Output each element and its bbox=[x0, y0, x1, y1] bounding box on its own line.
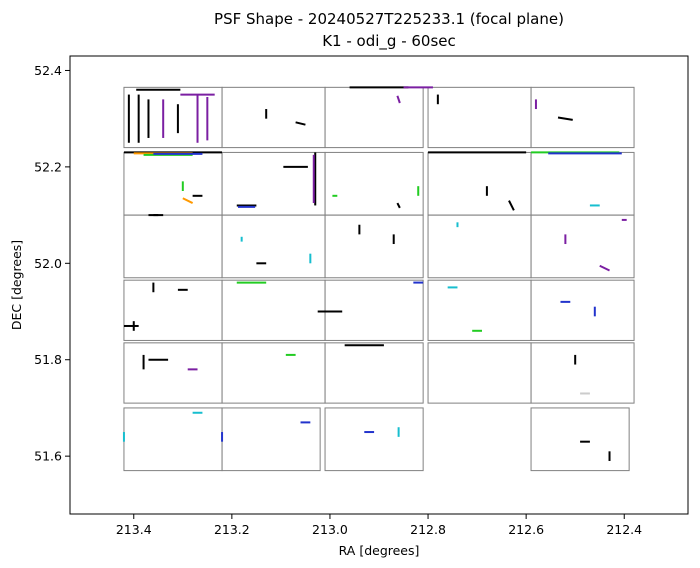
plot-frame bbox=[69, 55, 689, 515]
ccd-chip-13 bbox=[427, 214, 532, 279]
ccd-chip-7 bbox=[324, 151, 424, 216]
x-axis-ticks: 213.4 213.2 213.0 212.8 212.6 212.4 bbox=[116, 514, 642, 537]
psf-segment-32 bbox=[396, 202, 401, 209]
ccd-chip-17 bbox=[324, 279, 424, 341]
ccd-chip-12 bbox=[324, 214, 424, 279]
psf-segment-9 bbox=[295, 121, 306, 126]
y-tick-label: 51.6 bbox=[34, 449, 62, 464]
y-tick-label: 52.0 bbox=[34, 256, 62, 271]
y-tick-label: 52.4 bbox=[34, 63, 62, 78]
y-tick-label: 51.8 bbox=[34, 352, 62, 367]
ccd-chip-26 bbox=[221, 407, 321, 472]
chart-title-line1: PSF Shape - 20240527T225233.1 (focal pla… bbox=[214, 10, 564, 28]
ccd-chip-28 bbox=[530, 407, 630, 472]
ccd-chip-21 bbox=[221, 342, 326, 404]
ccd-chip-27 bbox=[324, 407, 424, 472]
psf-segment-35 bbox=[508, 200, 515, 211]
ccd-chip-20 bbox=[123, 342, 223, 404]
y-tick-label: 52.2 bbox=[34, 159, 62, 174]
ccd-chip-5 bbox=[123, 151, 223, 216]
chart-title-line2: K1 - odi_g - 60sec bbox=[322, 32, 456, 51]
ccd-chip-4 bbox=[530, 86, 635, 149]
y-axis-label: DEC [degrees] bbox=[9, 240, 24, 330]
x-tick-label: 212.8 bbox=[410, 522, 446, 537]
ccd-chip-14 bbox=[530, 214, 635, 279]
ccd-chip-15 bbox=[123, 279, 223, 341]
psf-segment-16 bbox=[557, 116, 573, 121]
x-tick-label: 213.0 bbox=[312, 522, 348, 537]
ccd-chip-23 bbox=[427, 342, 532, 404]
ccd-chip-3 bbox=[427, 86, 532, 149]
ccd-chip-1 bbox=[221, 86, 326, 149]
x-axis-label: RA [degrees] bbox=[339, 543, 420, 558]
ccd-chip-10 bbox=[123, 214, 223, 279]
x-tick-label: 213.4 bbox=[116, 522, 152, 537]
psf-segment-48 bbox=[599, 264, 610, 272]
ccd-chip-8 bbox=[427, 151, 532, 216]
ccd-chip-2 bbox=[324, 86, 424, 149]
x-tick-label: 212.4 bbox=[606, 522, 642, 537]
ccd-chip-9 bbox=[530, 151, 635, 216]
ccd-chip-outlines bbox=[123, 86, 635, 472]
ccd-chip-11 bbox=[221, 214, 326, 279]
psf-segment-13 bbox=[396, 95, 401, 104]
y-axis-ticks: 51.6 51.8 52.0 52.2 52.4 bbox=[34, 63, 70, 464]
x-tick-label: 212.6 bbox=[508, 522, 544, 537]
x-tick-label: 213.2 bbox=[214, 522, 250, 537]
ccd-chip-24 bbox=[530, 342, 635, 404]
ccd-chip-19 bbox=[530, 279, 635, 341]
ccd-chip-16 bbox=[221, 279, 326, 341]
ccd-chip-22 bbox=[324, 342, 424, 404]
psf-shape-segments bbox=[122, 86, 627, 461]
ccd-chip-25 bbox=[123, 407, 223, 472]
psf-segment-23 bbox=[182, 197, 194, 204]
